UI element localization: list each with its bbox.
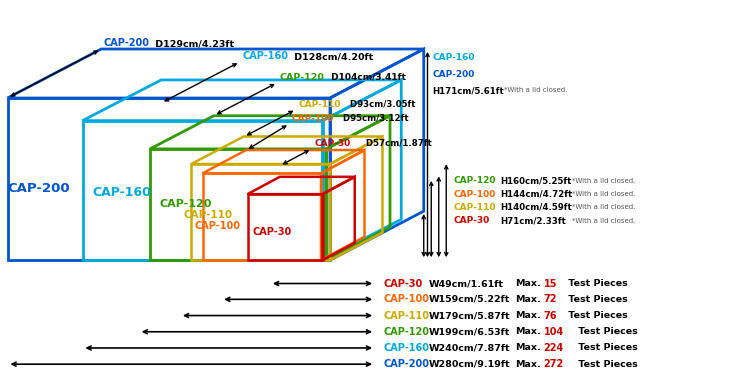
Text: Test Pieces: Test Pieces [575,360,638,369]
Text: 224: 224 [544,343,564,353]
Text: Test Pieces: Test Pieces [565,279,628,288]
Text: Test Pieces: Test Pieces [565,311,628,320]
Text: W240cm/7.87ft: W240cm/7.87ft [429,343,511,352]
Text: CAP-110: CAP-110 [454,203,497,212]
Text: CAP-160: CAP-160 [384,343,430,353]
Text: Max.: Max. [515,327,541,336]
Text: CAP-120: CAP-120 [454,176,497,185]
Text: D57cm/1.87ft: D57cm/1.87ft [363,139,432,148]
Text: CAP-100: CAP-100 [292,114,334,123]
Text: CAP-120: CAP-120 [160,199,212,208]
Text: Max.: Max. [515,311,541,320]
Text: H144cm/4.72ft: H144cm/4.72ft [500,190,572,199]
Text: *With a lid closed.: *With a lid closed. [572,178,634,184]
Text: 76: 76 [544,311,557,320]
Text: CAP-110: CAP-110 [298,100,341,109]
Text: CAP-160: CAP-160 [242,51,288,61]
Text: D104cm/3.41ft: D104cm/3.41ft [328,73,406,82]
Text: D95cm/3.12ft: D95cm/3.12ft [340,114,410,123]
Text: H171cm/5.61ft: H171cm/5.61ft [433,87,505,96]
Text: CAP-100: CAP-100 [454,190,497,199]
Text: CAP-200: CAP-200 [433,70,476,79]
Text: CAP-30: CAP-30 [384,279,423,288]
Text: CAP-100: CAP-100 [194,221,241,231]
Text: Test Pieces: Test Pieces [575,327,638,336]
Text: D93cm/3.05ft: D93cm/3.05ft [347,100,416,109]
Text: 272: 272 [544,359,564,369]
Text: H140cm/4.59ft: H140cm/4.59ft [500,203,572,212]
Text: CAP-160: CAP-160 [433,53,476,62]
Text: 72: 72 [544,294,557,304]
Text: W159cm/5.22ft: W159cm/5.22ft [429,295,511,304]
Text: Max.: Max. [515,360,541,369]
Text: CAP-200: CAP-200 [104,38,149,48]
Text: CAP-120: CAP-120 [384,327,430,337]
Text: Max.: Max. [515,295,541,304]
Text: W199cm/6.53ft: W199cm/6.53ft [429,327,511,336]
Text: CAP-110: CAP-110 [184,210,233,220]
Text: 15: 15 [544,279,557,288]
Text: W49cm/1.61ft: W49cm/1.61ft [429,279,504,288]
Text: H71cm/2.33ft: H71cm/2.33ft [500,216,566,225]
Text: Test Pieces: Test Pieces [565,295,628,304]
Text: CAP-160: CAP-160 [93,186,152,199]
Text: D129cm/4.23ft: D129cm/4.23ft [152,39,234,48]
Text: CAP-30: CAP-30 [314,139,350,148]
Text: W179cm/5.87ft: W179cm/5.87ft [429,311,511,320]
Text: Max.: Max. [515,279,541,288]
Text: Test Pieces: Test Pieces [575,343,638,352]
Text: Max.: Max. [515,343,541,352]
Text: *With a lid closed.: *With a lid closed. [572,204,634,210]
Text: *With a lid closed.: *With a lid closed. [572,191,634,197]
Text: CAP-120: CAP-120 [280,73,325,82]
Text: CAP-200: CAP-200 [8,182,70,195]
Text: H160cm/5.25ft: H160cm/5.25ft [500,176,572,185]
Text: CAP-30: CAP-30 [253,227,292,237]
Text: *With a lid closed.: *With a lid closed. [572,218,634,224]
Text: CAP-30: CAP-30 [454,216,490,225]
Text: CAP-110: CAP-110 [384,311,430,320]
Text: CAP-200: CAP-200 [384,359,430,369]
Text: CAP-100: CAP-100 [384,294,430,304]
Text: D128cm/4.20ft: D128cm/4.20ft [291,52,374,61]
Text: *With a lid closed.: *With a lid closed. [504,87,567,93]
Text: W280cm/9.19ft: W280cm/9.19ft [429,360,511,369]
Text: 104: 104 [544,327,564,337]
